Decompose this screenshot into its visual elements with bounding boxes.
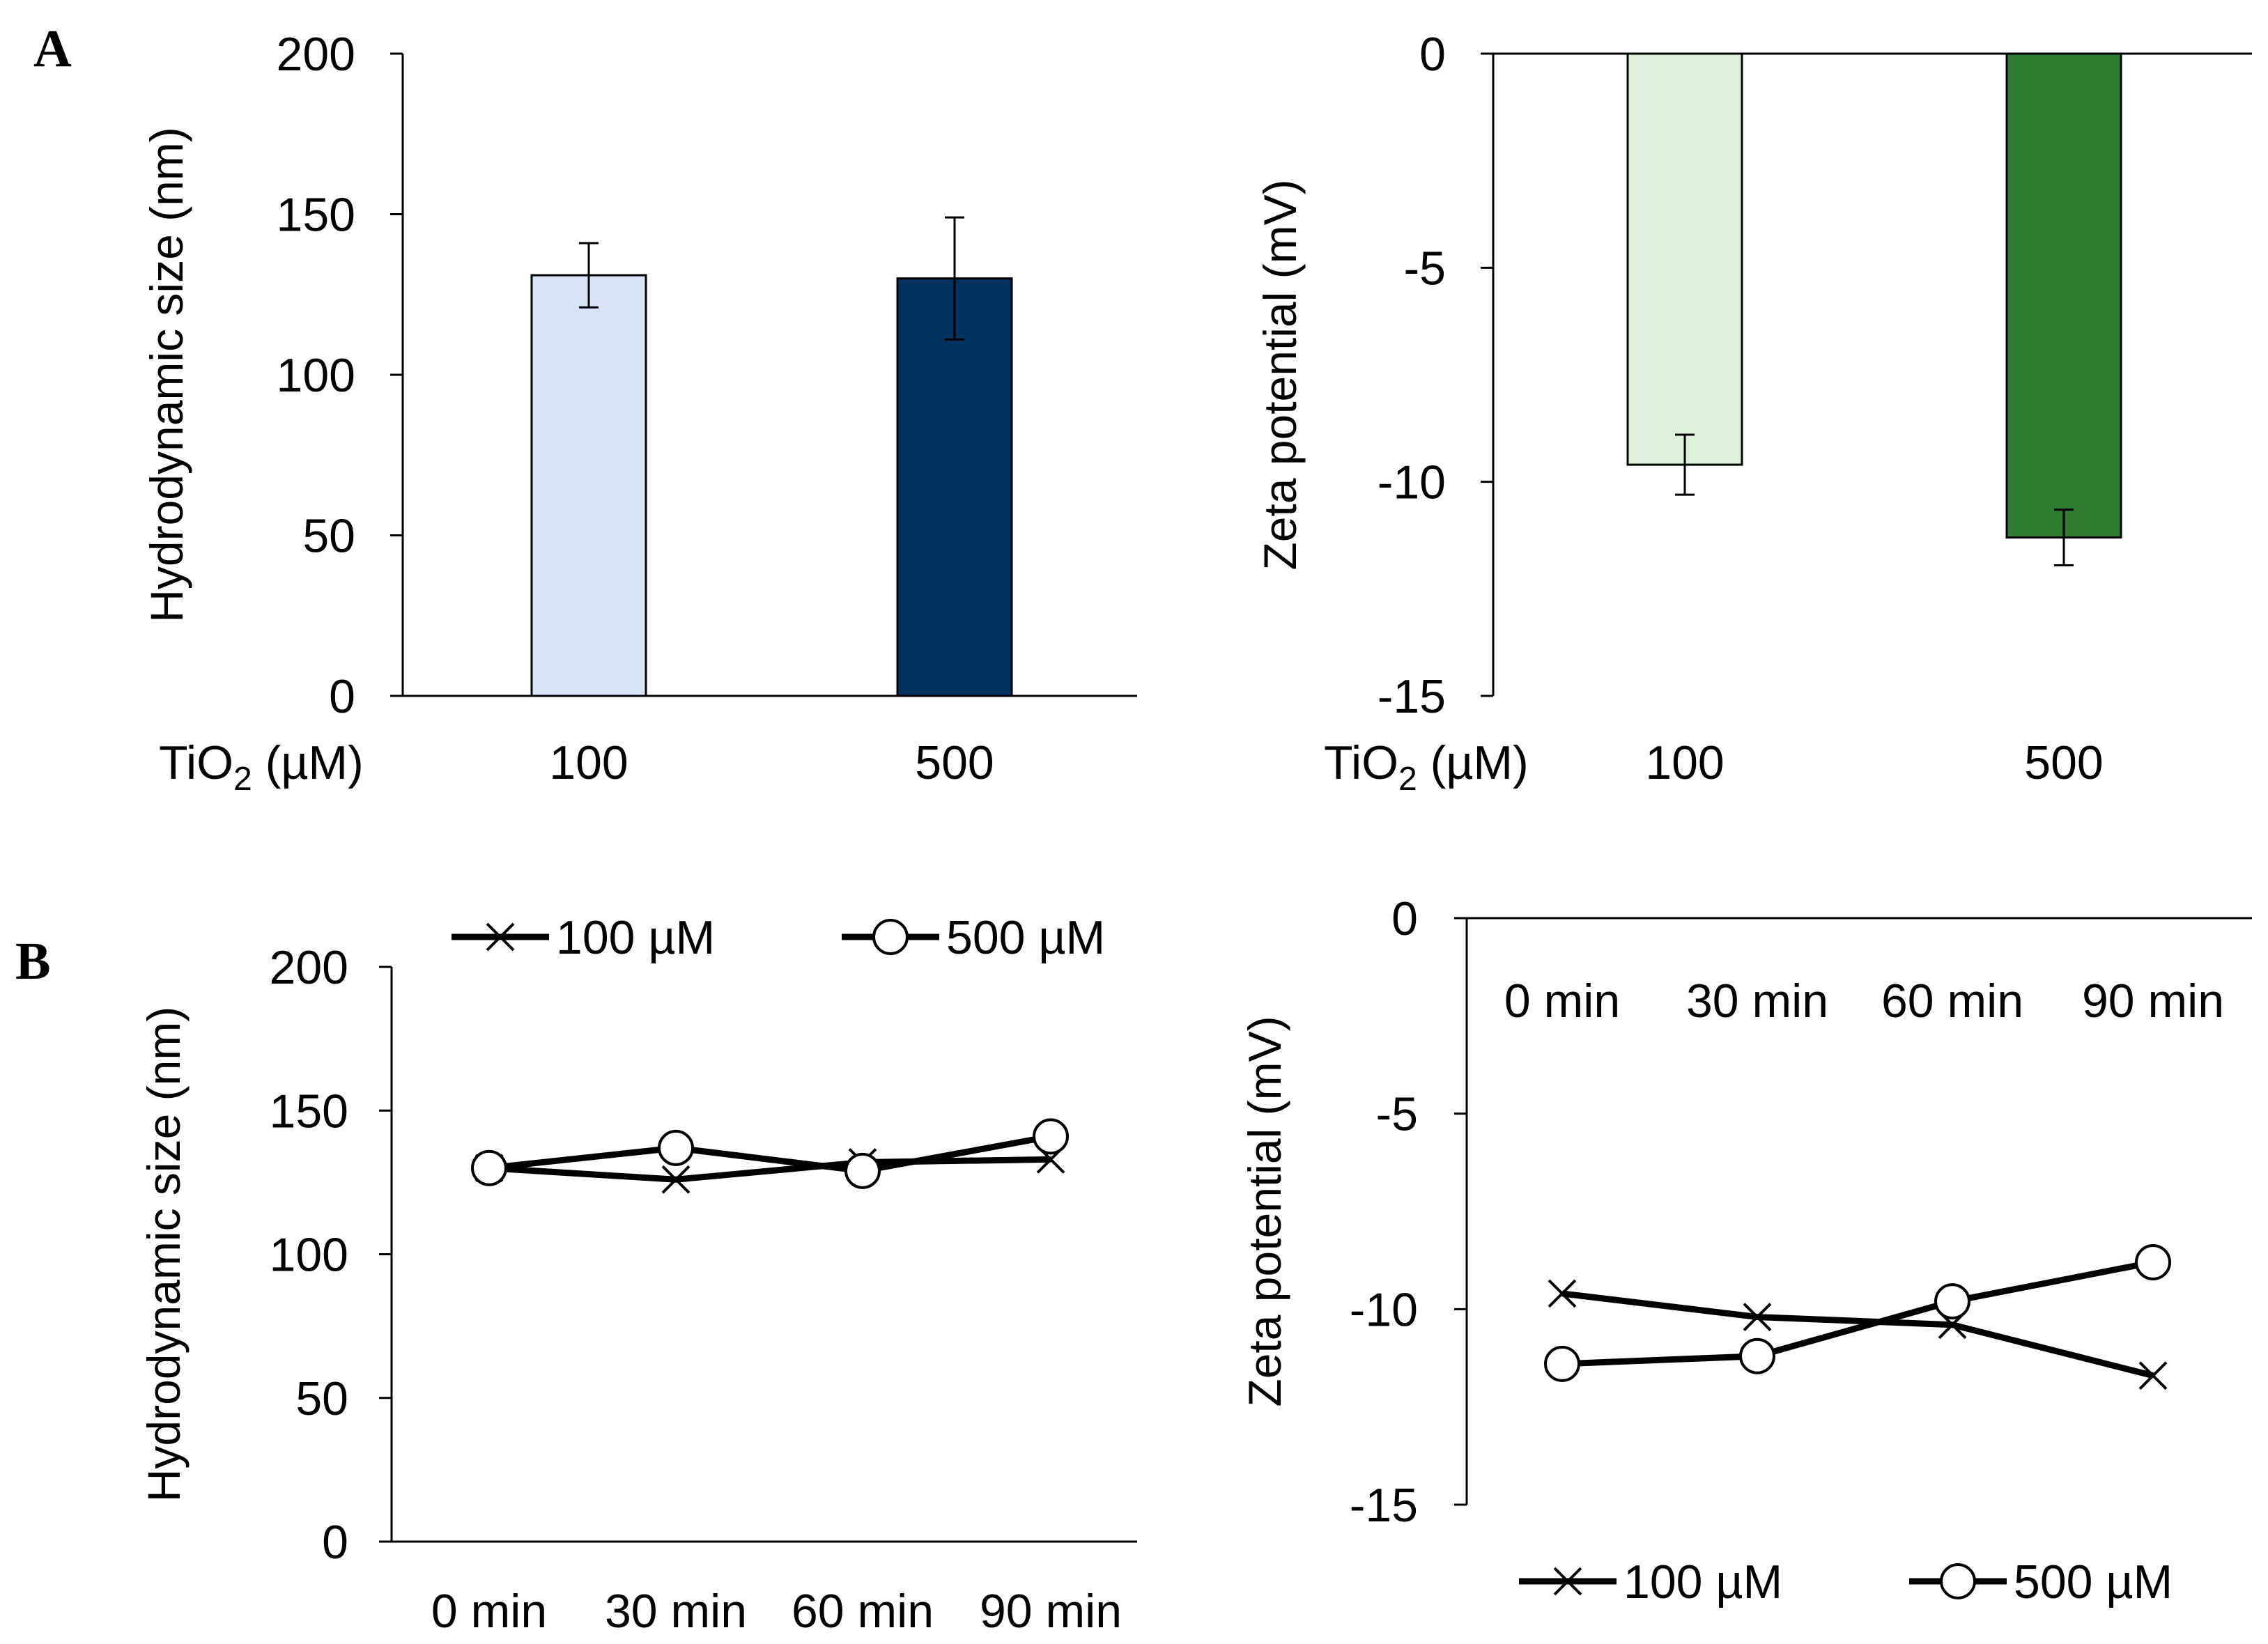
x-tick-label: 30 min <box>605 1585 747 1638</box>
x-tick-label: 60 min <box>1881 975 2023 1028</box>
x-axis-title-main: TiO <box>159 736 233 789</box>
y-tick-label: 0 <box>1419 28 1446 81</box>
chart-a-zeta-potential: 0 -5 -10 -15 Zeta potential (mV) 100 500 TiO2 (… <box>1254 28 2252 798</box>
y-tick-label: -15 <box>1350 1479 1418 1532</box>
y-axis-title: Zeta potential (mV) <box>1239 1016 1290 1406</box>
x-axis-title-unit: (µM) <box>1417 736 1529 789</box>
marker-circle <box>1940 1563 1976 1599</box>
bar-100 <box>530 274 647 697</box>
series-line-100M <box>488 1156 1051 1183</box>
marker-circle <box>1033 1118 1069 1155</box>
series-line-500M <box>1561 1259 2154 1367</box>
marker-circle <box>471 1149 507 1186</box>
y-tick-label: 150 <box>277 189 355 242</box>
marker-circle <box>844 1152 881 1189</box>
x-tick-label: 30 min <box>1686 975 1828 1028</box>
chart-a-hydrodynamic-size: 0 50 100 150 200 Hydrodynamic size (nm) 100 500… <box>141 28 1137 798</box>
marker-x <box>2138 1361 2168 1390</box>
y-tick-label: -5 <box>1404 242 1446 295</box>
marker-circle <box>2135 1243 2171 1280</box>
y-axis-title: Zeta potential (mV) <box>1254 179 1306 570</box>
x-axis-title-main: TiO <box>1324 736 1398 789</box>
x-axis-title: TiO2 (µM) <box>159 736 364 798</box>
y-tick-label: 0 <box>322 1516 348 1569</box>
x-tick-label: 500 <box>2024 736 2103 789</box>
y-tick-label: -10 <box>1378 456 1446 509</box>
y-axis-title: Hydrodynamic size (nm) <box>141 127 192 623</box>
marker-circle <box>1739 1337 1775 1374</box>
x-tick-label: 0 min <box>431 1585 547 1638</box>
x-tick-label: 90 min <box>2082 975 2224 1028</box>
marker-x <box>486 922 515 952</box>
legend-label: 100 µM <box>1623 1556 1782 1608</box>
bar-100 <box>1626 52 1743 466</box>
marker-circle <box>1544 1345 1580 1382</box>
y-tick-label: 100 <box>277 349 355 402</box>
bar-500 <box>896 277 1013 697</box>
x-axis-title-subscript: 2 <box>233 761 252 798</box>
x-tick-label: 60 min <box>792 1585 934 1638</box>
marker-circle <box>658 1129 694 1166</box>
legend-label: 100 µM <box>556 911 715 964</box>
marker-x <box>661 1165 691 1194</box>
x-tick-label: 100 <box>549 736 628 789</box>
marker-x <box>1548 1279 1577 1308</box>
y-axis-title: Hydrodynamic size (nm) <box>138 1007 190 1503</box>
marker-x <box>1743 1303 1772 1331</box>
x-axis-title-unit: (µM) <box>252 736 364 789</box>
y-tick-label: 0 <box>329 670 355 723</box>
series-line-100M <box>1561 1290 2154 1379</box>
y-tick-label: 150 <box>270 1085 348 1138</box>
y-tick-label: 100 <box>270 1229 348 1282</box>
y-tick-label: 200 <box>270 941 348 994</box>
y-tick-label: 50 <box>295 1372 348 1425</box>
marker-x <box>1553 1567 1582 1596</box>
x-tick-label: 100 <box>1645 736 1724 789</box>
x-tick-label: 0 min <box>1504 975 1620 1028</box>
legend-label: 500 µM <box>946 911 1105 964</box>
legend-label: 500 µM <box>2014 1556 2173 1608</box>
y-tick-label: -5 <box>1376 1088 1418 1141</box>
marker-circle <box>872 919 909 955</box>
chart-b-zeta-potential: 0 -5 -10 -15 Zeta potential (mV) 0 min 30 min 6… <box>1239 892 2252 1608</box>
x-axis-title: TiO2 (µM) <box>1324 736 1529 798</box>
y-tick-label: -10 <box>1350 1283 1418 1336</box>
bar-500 <box>2005 52 2122 539</box>
panel-label-a: A <box>33 20 72 78</box>
series-line-500M <box>488 1133 1051 1174</box>
y-tick-label: 0 <box>1391 892 1418 945</box>
x-tick-label: 500 <box>915 736 994 789</box>
x-tick-label: 90 min <box>980 1585 1122 1638</box>
x-axis-title-subscript: 2 <box>1398 761 1417 798</box>
y-tick-label: 200 <box>277 28 355 81</box>
y-tick-label: 50 <box>302 510 355 563</box>
y-tick-label: -15 <box>1378 670 1446 723</box>
marker-circle <box>1934 1283 1970 1320</box>
chart-b-hydrodynamic-size: 0 50 100 150 200 Hydrodynamic size (nm) 0 min 3… <box>138 911 1137 1638</box>
panel-label-b: B <box>15 932 51 991</box>
